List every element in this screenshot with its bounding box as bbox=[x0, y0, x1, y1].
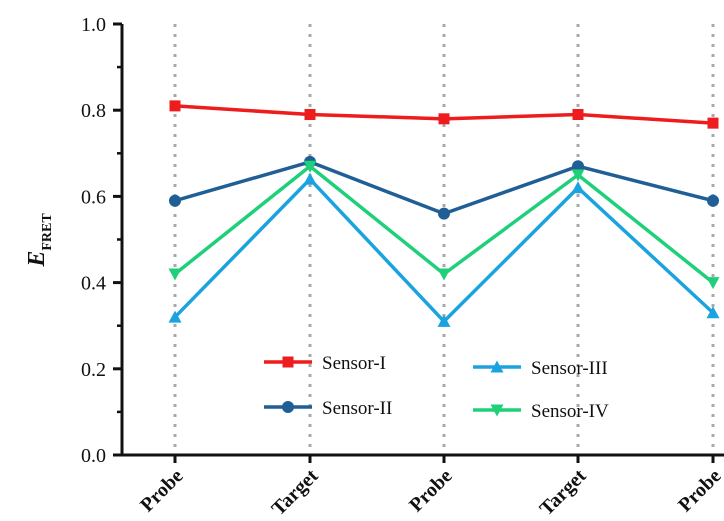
series-1 bbox=[169, 100, 719, 129]
data-point bbox=[571, 181, 585, 194]
data-point bbox=[571, 169, 585, 182]
data-point bbox=[438, 113, 450, 125]
y-axis-label-main: E bbox=[24, 251, 50, 268]
legend-item: Sensor-III bbox=[473, 358, 608, 379]
svg-text:EFRET: EFRET bbox=[24, 213, 55, 268]
series-4 bbox=[168, 160, 720, 290]
legend-marker bbox=[490, 404, 504, 417]
series-line bbox=[173, 177, 715, 324]
legend-label: Sensor-I bbox=[322, 353, 386, 374]
data-point bbox=[437, 268, 451, 281]
legend-item: Sensor-II bbox=[264, 398, 392, 419]
ytick-label: 0.4 bbox=[81, 273, 106, 295]
legend-item: Sensor-I bbox=[264, 353, 386, 374]
data-point bbox=[707, 117, 719, 129]
series-3 bbox=[168, 172, 720, 327]
y-axis-label-subscript: FRET bbox=[40, 213, 55, 251]
legend-label: Sensor-IV bbox=[531, 401, 609, 422]
data-point bbox=[706, 306, 720, 319]
data-point bbox=[169, 194, 181, 207]
x-category-label: Probe bbox=[674, 465, 724, 517]
data-point bbox=[706, 277, 720, 290]
legend-label: Sensor-III bbox=[531, 358, 608, 379]
x-category-label: Probe bbox=[136, 465, 188, 517]
ytick-label: 1.0 bbox=[81, 14, 106, 36]
x-category-labels: Probe Target Probe Target Probe bbox=[136, 455, 724, 520]
data-point bbox=[303, 172, 317, 185]
ytick-label: 0.8 bbox=[81, 100, 106, 122]
data-point bbox=[438, 207, 450, 220]
legend-item: Sensor-IV bbox=[473, 401, 609, 422]
data-point bbox=[303, 160, 317, 173]
legend-marker bbox=[282, 401, 294, 413]
legend-marker bbox=[490, 360, 504, 373]
y-axis-label: EFRET bbox=[24, 213, 55, 268]
data-point bbox=[168, 268, 182, 281]
series bbox=[168, 100, 720, 327]
ytick-label: 0.0 bbox=[81, 445, 106, 467]
x-category-label: Target bbox=[535, 465, 590, 520]
x-category-label: Target bbox=[267, 465, 322, 520]
ytick-label: 0.2 bbox=[81, 359, 106, 381]
legend-marker bbox=[282, 356, 294, 368]
ytick-label: 0.6 bbox=[81, 186, 106, 208]
data-point bbox=[572, 160, 584, 173]
data-point bbox=[304, 109, 316, 121]
data-point bbox=[169, 100, 181, 112]
legend: Sensor-I Sensor-II Sensor-III Sensor-IV bbox=[264, 353, 609, 422]
vertical-gridlines bbox=[173, 24, 715, 455]
x-category-label: Probe bbox=[405, 465, 457, 517]
data-point bbox=[168, 310, 182, 323]
legend-label: Sensor-II bbox=[322, 398, 392, 419]
data-point bbox=[572, 109, 584, 121]
data-point bbox=[437, 314, 451, 327]
data-point bbox=[707, 194, 719, 207]
y-ticks: 0.0 0.2 0.4 0.6 0.8 1.0 bbox=[81, 14, 122, 467]
